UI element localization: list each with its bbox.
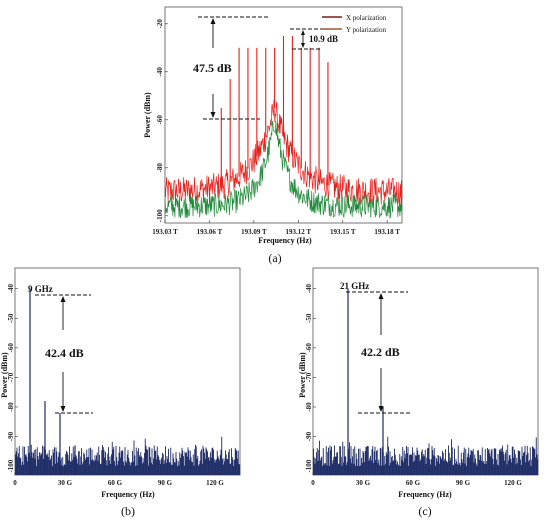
flat-arrowhead-up bbox=[301, 30, 305, 35]
x-tick-label: 193.12 T bbox=[286, 228, 312, 236]
panel-b-xlabel: Frequency (Hz) bbox=[101, 490, 155, 499]
panel-c-frame bbox=[312, 267, 539, 476]
y-tick-label: -40 bbox=[156, 67, 164, 77]
legend-x-label: X polarization bbox=[346, 14, 387, 22]
x-tick-label: 60 G bbox=[406, 479, 421, 487]
c-arrowhead-down bbox=[378, 406, 384, 412]
x-tick-label: 0 bbox=[311, 479, 315, 487]
y-tick-label: -70 bbox=[7, 372, 15, 382]
x-tick-label: 120 G bbox=[206, 479, 224, 487]
panel-a-ticks: 193.03 T 193.06 T 193.09 T 193.12 T 193.15 T… bbox=[152, 19, 400, 236]
x-tick-label: 193.06 T bbox=[197, 228, 223, 236]
b-arrowhead-down bbox=[60, 406, 66, 412]
panel-c: 0 30 G 60 G 90 G 120 G -100 -90 -80 -70 -60 -50 -40… bbox=[298, 267, 539, 518]
x-tick-label: 90 G bbox=[158, 479, 173, 487]
panel-b-caption: (b) bbox=[121, 504, 135, 518]
x-tick-label: 193.15 T bbox=[330, 228, 356, 236]
x-tick-label: 193.18 T bbox=[374, 228, 400, 236]
flat-label: 10.9 dB bbox=[309, 34, 338, 44]
span-label-b: 42.4 dB bbox=[45, 346, 84, 360]
y-tick-label: -90 bbox=[7, 431, 15, 441]
x-tick-label: 193.09 T bbox=[241, 228, 267, 236]
y-tick-label: -100 bbox=[305, 459, 313, 472]
series-y-polarization bbox=[164, 120, 403, 219]
y-tick-label: -60 bbox=[305, 343, 313, 353]
y-tick-label: -60 bbox=[7, 343, 15, 353]
y-tick-label: -100 bbox=[156, 209, 164, 222]
y-tick-label: -60 bbox=[156, 115, 164, 125]
x-tick-label: 60 G bbox=[108, 479, 123, 487]
panel-b-ticks: 0 30 G 60 G 90 G 120 G -100 -90 -80 -70 -60 -50 -40 bbox=[7, 284, 224, 487]
panel-b-frame bbox=[14, 267, 241, 476]
span-arrowhead-down bbox=[210, 112, 216, 118]
panel-a: 193.03 T 193.06 T 193.09 T 193.12 T 193.15 T… bbox=[143, 6, 403, 265]
x-tick-label: 0 bbox=[13, 479, 17, 487]
span-label-c: 42.2 dB bbox=[361, 345, 400, 359]
span-label-a: 47.5 dB bbox=[193, 61, 232, 75]
x-tick-label: 193.03 T bbox=[152, 228, 178, 236]
panel-a-xlabel: Frequency (Hz) bbox=[258, 236, 312, 245]
y-tick-label: -50 bbox=[305, 313, 313, 323]
x-tick-label: 30 G bbox=[58, 479, 73, 487]
y-tick-label: -20 bbox=[156, 19, 164, 29]
flat-arrowhead-down bbox=[301, 43, 305, 48]
peak-label-b: 9 GHz bbox=[28, 284, 53, 294]
legend-y-label: Y polarization bbox=[346, 26, 386, 34]
y-tick-label: -80 bbox=[7, 402, 15, 412]
x-tick-label: 120 G bbox=[504, 479, 522, 487]
c-arrowhead-up bbox=[378, 293, 384, 299]
peak-label-c: 21 GHz bbox=[340, 281, 369, 291]
y-tick-label: -80 bbox=[305, 402, 313, 412]
panel-a-ylabel: Power (dBm) bbox=[143, 92, 152, 138]
y-tick-label: -50 bbox=[7, 313, 15, 323]
panel-c-plot bbox=[313, 288, 539, 475]
span-arrowhead-up bbox=[210, 18, 216, 24]
panel-c-ticks: 0 30 G 60 G 90 G 120 G -100 -90 -80 -70 -60 -50 -40 bbox=[305, 284, 522, 487]
b-arrowhead-up bbox=[60, 296, 66, 302]
panel-b: 0 30 G 60 G 90 G 120 G -100 -90 -80 -70 -60 -50 -40… bbox=[0, 267, 241, 518]
x-tick-label: 30 G bbox=[356, 479, 371, 487]
y-tick-label: -40 bbox=[7, 284, 15, 294]
y-tick-label: -100 bbox=[7, 459, 15, 472]
panel-c-xlabel: Frequency (Hz) bbox=[398, 490, 452, 499]
y-tick-label: -40 bbox=[305, 284, 313, 294]
panel-b-ylabel: Power (dBm) bbox=[0, 352, 9, 398]
y-tick-label: -90 bbox=[305, 431, 313, 441]
panel-a-plot bbox=[164, 35, 403, 219]
y-tick-label: -70 bbox=[305, 372, 313, 382]
y-tick-label: -80 bbox=[156, 163, 164, 173]
panel-c-ylabel: Power (dBm) bbox=[298, 352, 307, 398]
panel-a-caption: (a) bbox=[268, 251, 281, 265]
x-tick-label: 90 G bbox=[456, 479, 471, 487]
panel-c-caption: (c) bbox=[418, 504, 431, 518]
